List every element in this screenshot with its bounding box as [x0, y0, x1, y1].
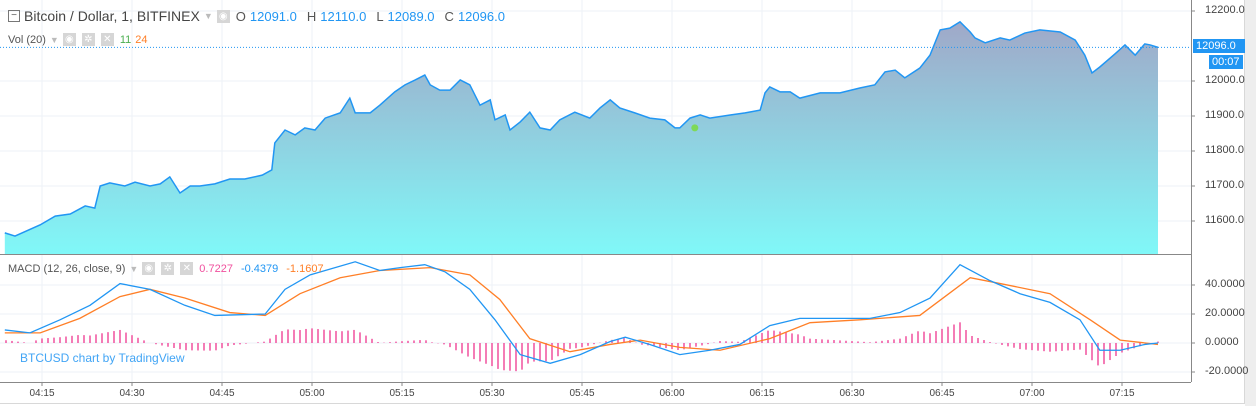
time-label: 05:45 — [569, 388, 595, 399]
volume-value-1: 11 — [119, 33, 132, 46]
price-line — [4, 20, 1159, 237]
signal-value: -1.1607 — [286, 262, 324, 275]
volume-legend: Vol (20) ▼ ◉ ✲ ✕ 11 24 — [8, 33, 148, 46]
macd-label[interactable]: MACD (12, 26, close, 9) — [8, 262, 126, 275]
chevron-down-icon[interactable]: ▼ — [49, 34, 59, 45]
macd-axis-label: 0.0000 — [1205, 336, 1239, 348]
last-price-tag: 12096.0 — [1193, 39, 1245, 53]
eye-icon[interactable]: ◉ — [216, 9, 230, 23]
macd-line — [4, 261, 1159, 364]
chevron-down-icon[interactable]: ▼ — [203, 11, 213, 21]
bar-countdown: 00:07 — [1209, 55, 1243, 69]
time-label: 06:45 — [929, 388, 955, 399]
main-legend: − Bitcoin / Dollar, 1, BITFINEX ▼ ◉ O 120… — [8, 8, 505, 24]
symbol-title[interactable]: Bitcoin / Dollar, 1, BITFINEX — [24, 8, 200, 24]
close-value: 12096.0 — [457, 8, 505, 24]
close-icon[interactable]: ✕ — [100, 33, 114, 46]
close-icon[interactable]: ✕ — [180, 262, 194, 275]
low-value: 12089.0 — [387, 8, 435, 24]
time-label: 04:15 — [29, 388, 55, 399]
signal-line — [4, 266, 1159, 353]
time-label: 07:00 — [1019, 388, 1045, 399]
event-marker — [691, 124, 699, 132]
volume-label[interactable]: Vol (20) — [8, 33, 46, 46]
macd-histogram — [5, 322, 1159, 372]
macd-axis-label: 20.0000 — [1205, 307, 1245, 319]
price-label: 12000.0 — [1205, 74, 1245, 86]
time-label: 07:15 — [1109, 388, 1135, 399]
time-label: 06:15 — [749, 388, 775, 399]
open-label: O — [235, 8, 246, 24]
macd-value: -0.4379 — [240, 262, 279, 275]
gear-icon[interactable]: ✲ — [81, 33, 95, 46]
low-label: L — [376, 8, 384, 24]
close-label: C — [444, 8, 454, 24]
high-value: 12110.0 — [320, 8, 367, 24]
price-label: 11900.0 — [1205, 109, 1244, 121]
macd-axis-label: 40.0000 — [1205, 278, 1245, 290]
price-label: 12200.0 — [1205, 4, 1245, 16]
eye-icon[interactable]: ◉ — [62, 33, 76, 46]
price-label: 11700.0 — [1205, 179, 1244, 191]
chevron-down-icon[interactable]: ▼ — [129, 263, 139, 274]
price-label: 11800.0 — [1205, 144, 1244, 156]
time-label: 04:30 — [119, 388, 145, 399]
eye-icon[interactable]: ◉ — [142, 262, 156, 275]
time-label: 04:45 — [209, 388, 235, 399]
open-value: 12091.0 — [249, 8, 297, 24]
time-label: 06:00 — [659, 388, 685, 399]
volume-value-2: 24 — [135, 33, 148, 46]
macd-axis-label: -20.0000 — [1205, 365, 1249, 377]
time-label: 05:00 — [299, 388, 325, 399]
high-label: H — [306, 8, 317, 24]
collapse-icon[interactable]: − — [8, 10, 20, 22]
macd-legend: MACD (12, 26, close, 9) ▼ ◉ ✲ ✕ 0.7227 -0.… — [8, 262, 324, 275]
time-label: 05:30 — [479, 388, 505, 399]
gear-icon[interactable]: ✲ — [161, 262, 175, 275]
watermark[interactable]: BTCUSD chart by TradingView — [20, 351, 185, 365]
right-toolbar-strip — [1245, 0, 1256, 406]
time-label: 06:30 — [839, 388, 865, 399]
macd-hist-value: 0.7227 — [199, 262, 233, 275]
time-label: 05:15 — [389, 388, 415, 399]
price-area — [4, 21, 1158, 254]
price-label: 11600.0 — [1205, 214, 1244, 226]
